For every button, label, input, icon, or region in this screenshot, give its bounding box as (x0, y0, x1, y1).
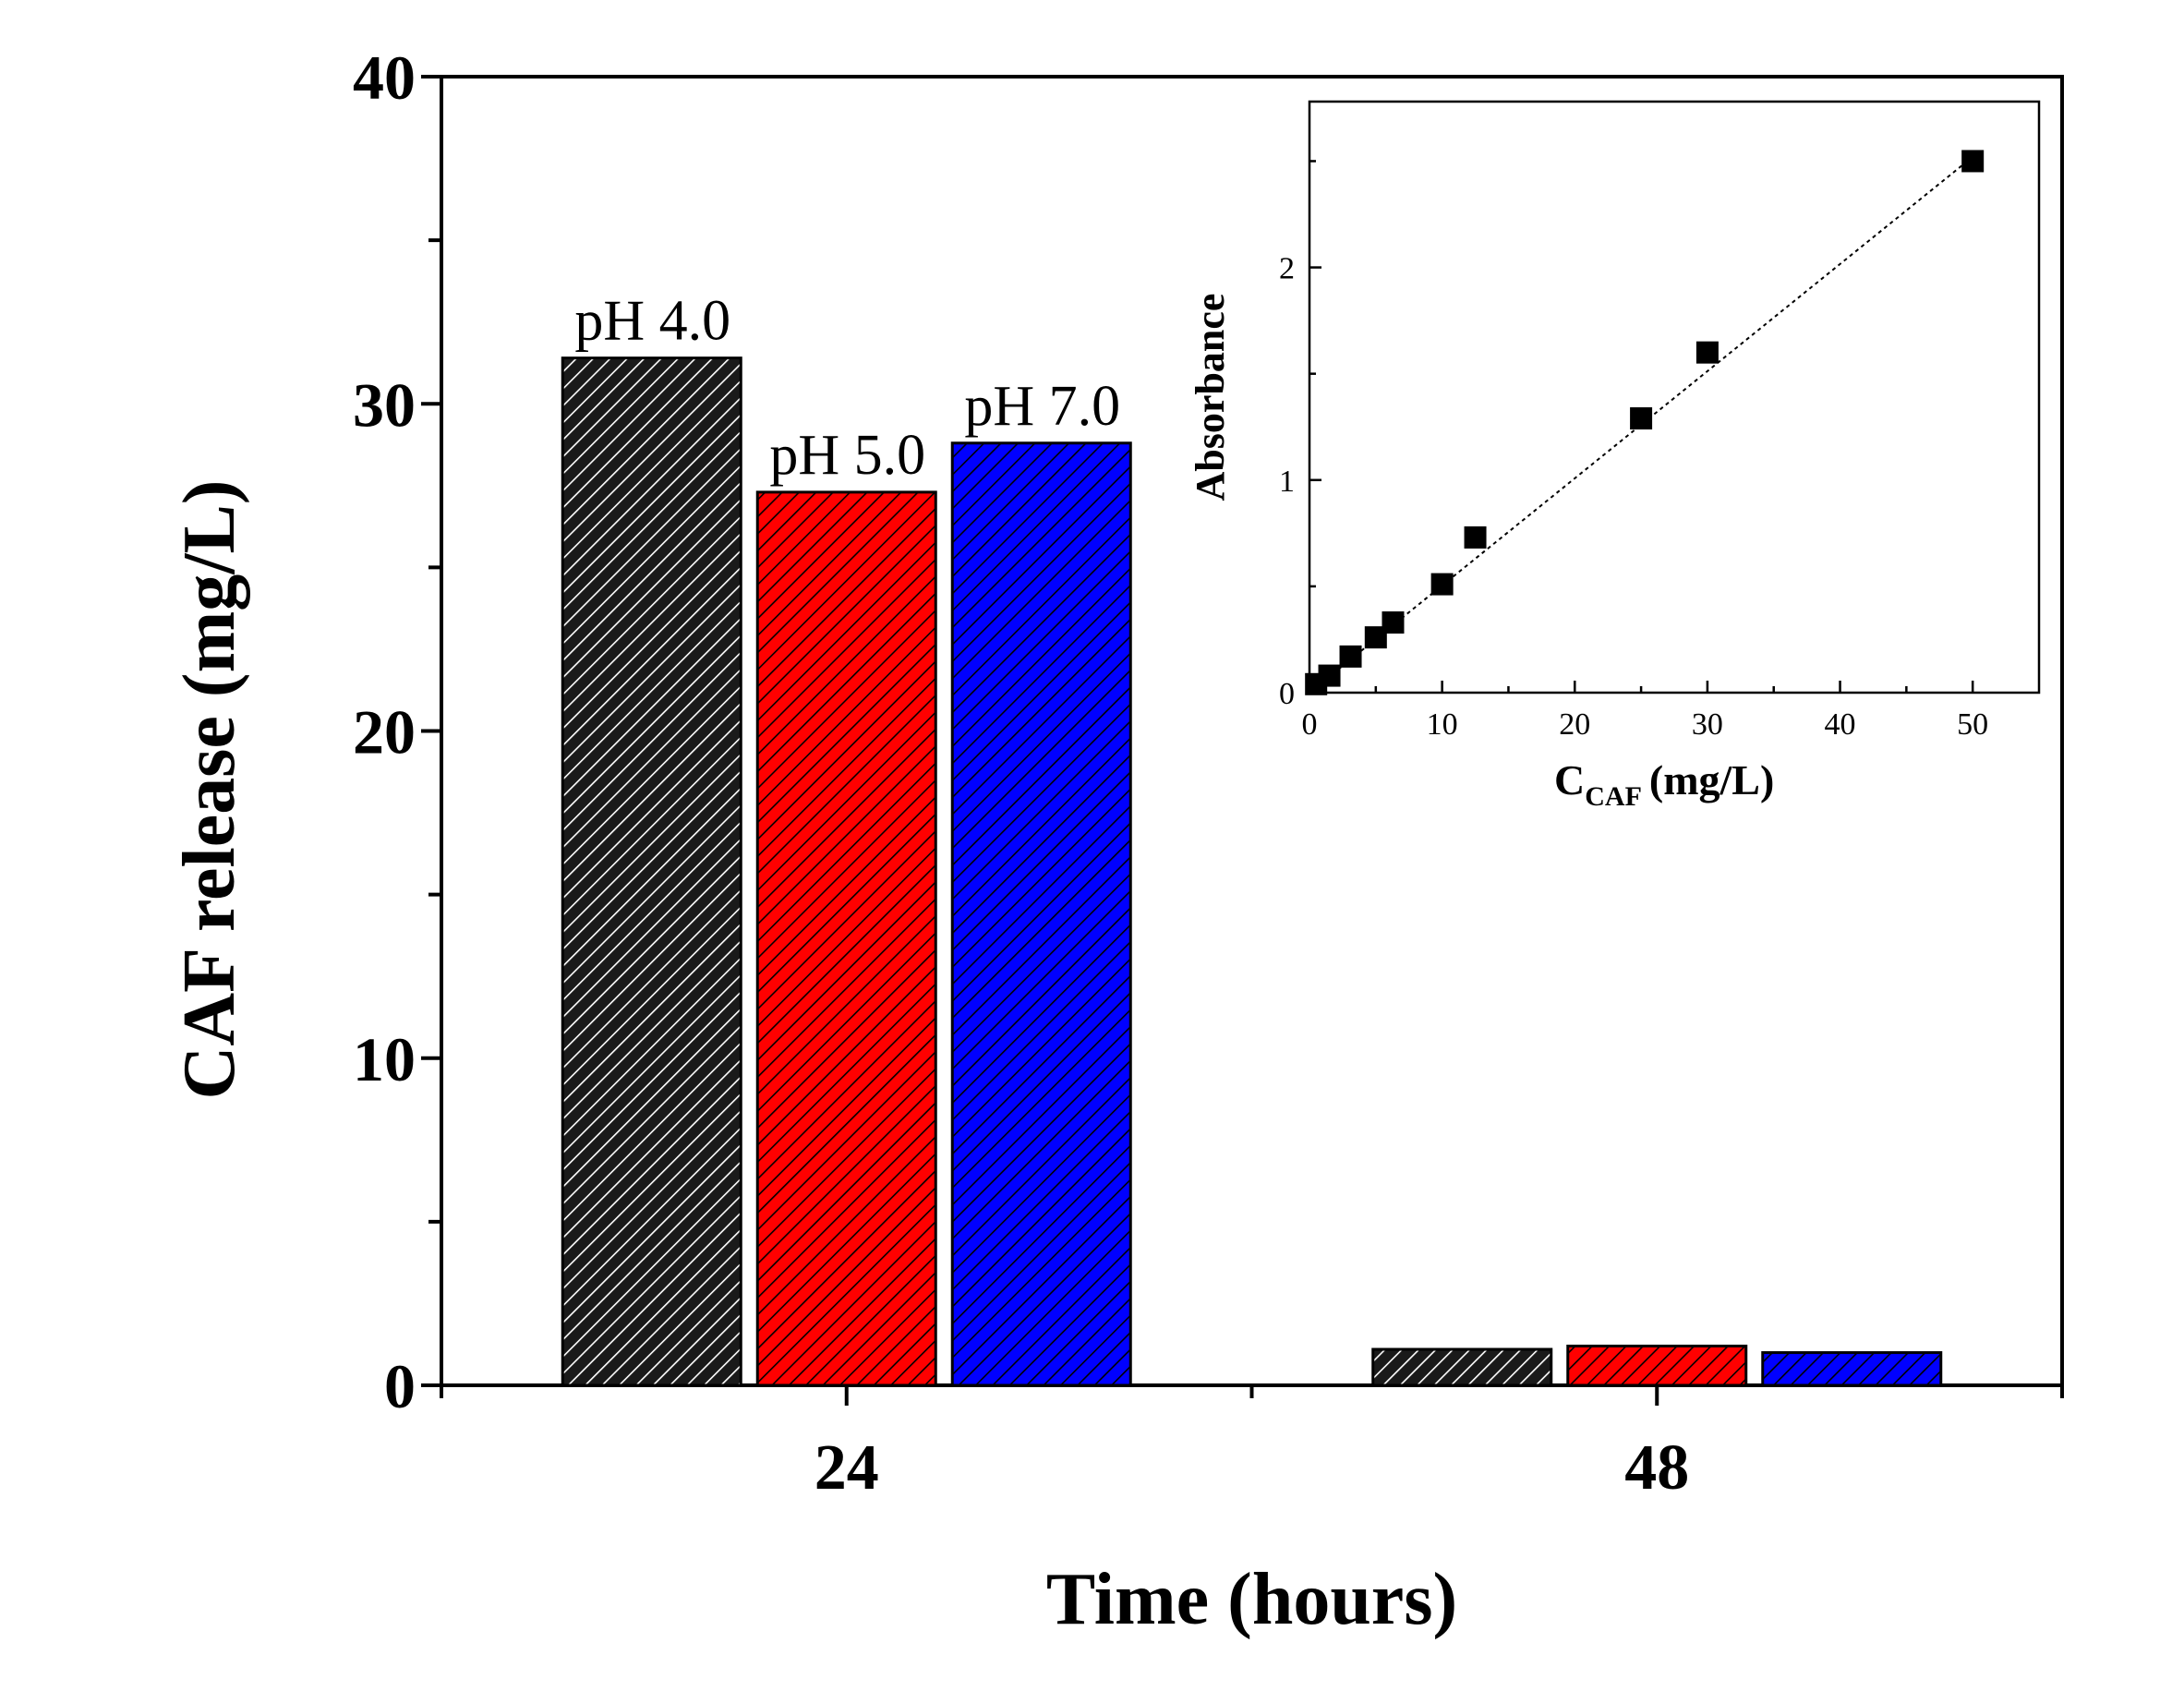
inset-x-label-unit: (mg/L) (1649, 756, 1774, 803)
inset-plot-frame (1308, 100, 2041, 695)
y-tick-label: 30 (353, 369, 416, 440)
inset-x-tick-label: 20 (1559, 707, 1590, 742)
bar-label: pH 7.0 (964, 375, 1120, 438)
x-axis: 24 48 Time (hours) (440, 1385, 2064, 1640)
bar-ph-5-0-24 (755, 490, 937, 1387)
inset-x-label-sub: CAF (1585, 781, 1642, 812)
inset-fit-line (1309, 156, 1973, 694)
inset-points (1305, 150, 1985, 695)
bar-series-group: pH 4.0 pH 5.0 pH 7.0 (561, 290, 1943, 1387)
inset-data-point (1430, 573, 1454, 596)
inset-x-axis: 0 10 20 30 40 50 CCAF (mg/L) (1302, 681, 1988, 812)
inset-x-tick-label: 0 (1302, 707, 1318, 742)
inset-y-tick-label: 2 (1279, 252, 1295, 286)
inset-y-axis: 0 1 2 Absorbance (1188, 160, 1321, 711)
y-tick-label: 20 (353, 697, 416, 767)
inset-y-tick-label: 1 (1279, 465, 1295, 499)
inset-y-axis-label: Absorbance (1188, 294, 1233, 501)
bar-ph-4-0-24 (561, 356, 742, 1387)
bar-label: pH 5.0 (769, 424, 925, 487)
y-axis: 0 10 20 30 40 CAF release (mg/L) (169, 42, 441, 1421)
bar-label: pH 4.0 (574, 290, 730, 353)
x-tick-label: 24 (814, 1432, 879, 1504)
inset-x-axis-label: CCAF (mg/L) (1554, 756, 1774, 812)
bar-ph-7-0-24 (950, 441, 1132, 1387)
inset-calibration-chart: 0 10 20 30 40 50 CCAF (mg/L) 0 1 2 Absorbance (1188, 100, 2041, 812)
inset-y-tick-label: 0 (1279, 677, 1295, 711)
inset-data-point (1464, 525, 1487, 549)
inset-x-tick-label: 30 (1692, 707, 1723, 742)
inset-data-point (1961, 150, 1985, 173)
inset-data-point (1630, 407, 1653, 430)
inset-x-tick-label: 40 (1825, 707, 1856, 742)
y-axis-label: CAF release (mg/L) (169, 480, 250, 1100)
inset-data-point (1318, 664, 1341, 687)
x-tick-label: 48 (1624, 1432, 1689, 1504)
x-axis-label: Time (hours) (1046, 1559, 1457, 1640)
bar-ph-5-0-48 (1566, 1344, 1748, 1387)
y-tick-label: 0 (384, 1351, 416, 1421)
inset-data-point (1695, 341, 1719, 364)
inset-x-tick-label: 10 (1427, 707, 1458, 742)
y-tick-label: 10 (353, 1024, 416, 1094)
inset-x-label-main: C (1554, 756, 1585, 803)
y-tick-label: 40 (353, 42, 416, 113)
bar-ph-7-0-48 (1761, 1351, 1943, 1387)
bar-ph-4-0-48 (1371, 1347, 1553, 1387)
inset-data-point (1382, 611, 1405, 634)
inset-x-tick-label: 50 (1957, 707, 1988, 742)
inset-data-point (1339, 645, 1362, 668)
